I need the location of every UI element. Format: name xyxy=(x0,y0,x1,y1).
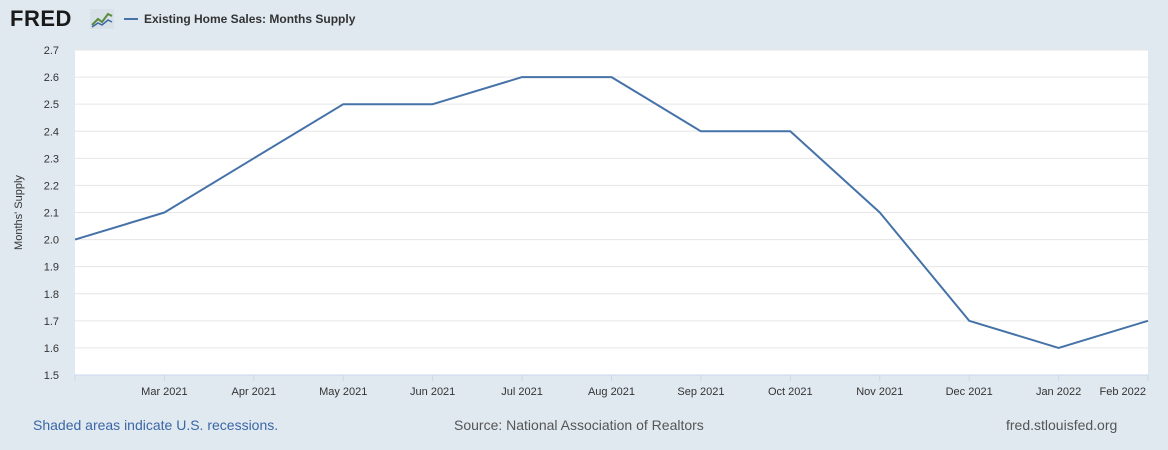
y-tick-label: 2.4 xyxy=(44,126,59,138)
y-tick-label: 1.9 xyxy=(44,262,59,274)
x-tick-label: Jan 2022 xyxy=(1036,386,1081,398)
y-tick-label: 1.6 xyxy=(44,343,59,355)
data-point[interactable] xyxy=(251,155,257,161)
x-tick-label: May 2021 xyxy=(319,386,367,398)
y-tick-label: 2.1 xyxy=(44,208,59,220)
y-tick-label: 2.5 xyxy=(44,99,59,111)
legend-label: Existing Home Sales: Months Supply xyxy=(144,12,356,26)
y-tick-label: 1.7 xyxy=(44,316,59,328)
x-tick-label: Aug 2021 xyxy=(588,386,635,398)
data-point[interactable] xyxy=(877,210,883,216)
x-tick-label: Apr 2021 xyxy=(232,386,277,398)
x-tick-label: Dec 2021 xyxy=(946,386,993,398)
line-chart: 1.51.61.71.81.92.02.12.22.32.42.52.62.7 … xyxy=(13,45,1151,398)
data-point[interactable] xyxy=(698,128,704,134)
y-tick-label: 2.0 xyxy=(44,235,59,247)
data-point[interactable] xyxy=(1056,345,1062,351)
x-tick-label: Feb 2022 xyxy=(1100,386,1146,398)
recession-note-link[interactable]: Shaded areas indicate U.S. recessions. xyxy=(33,417,279,433)
x-tick-label: Oct 2021 xyxy=(768,386,813,398)
data-point[interactable] xyxy=(966,318,972,324)
x-tick-label: Mar 2021 xyxy=(141,386,187,398)
line-chart-icon xyxy=(90,9,114,29)
y-tick-label: 1.5 xyxy=(44,370,59,382)
chart-legend[interactable]: Existing Home Sales: Months Supply xyxy=(124,12,355,26)
x-tick-label: Jun 2021 xyxy=(410,386,455,398)
y-tick-label: 2.7 xyxy=(44,45,59,57)
source-text: Source: National Association of Realtors xyxy=(454,417,704,433)
x-tick-label: Sep 2021 xyxy=(677,386,724,398)
x-axis-ticks: Mar 2021 Apr 2021 May 2021 Jun 2021 Jul 2021… xyxy=(74,375,1149,398)
data-point[interactable] xyxy=(72,237,78,243)
site-link[interactable]: fred.stlouisfed.org xyxy=(1006,417,1118,433)
fred-logo[interactable]: FRED xyxy=(10,6,72,31)
data-point[interactable] xyxy=(340,101,346,107)
data-point[interactable] xyxy=(609,74,615,80)
y-tick-label: 2.2 xyxy=(44,180,59,192)
y-axis-label: Months' Supply xyxy=(13,175,25,250)
data-point[interactable] xyxy=(519,74,525,80)
x-tick-label: Nov 2021 xyxy=(856,386,903,398)
data-point[interactable] xyxy=(787,128,793,134)
chart-header: FRED Existing Home Sales: Months Supply xyxy=(0,0,1168,40)
y-axis-ticks: 1.5 1.6 1.7 1.8 1.9 2.0 2.1 2.2 2.3 2.4 2.5 2.6 2.7 xyxy=(44,45,59,382)
legend-swatch xyxy=(124,18,138,20)
y-tick-label: 2.3 xyxy=(44,153,59,165)
data-point[interactable] xyxy=(430,101,436,107)
data-point[interactable] xyxy=(161,210,167,216)
y-tick-label: 1.8 xyxy=(44,289,59,301)
data-point[interactable] xyxy=(1145,318,1151,324)
series-line[interactable] xyxy=(74,76,1149,349)
y-tick-label: 2.6 xyxy=(44,72,59,84)
x-tick-label: Jul 2021 xyxy=(501,386,543,398)
